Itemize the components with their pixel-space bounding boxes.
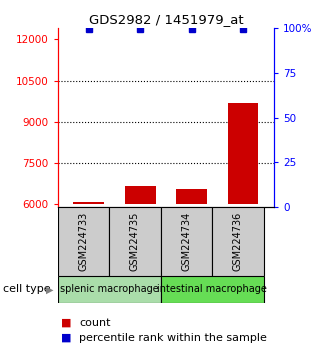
Text: ■: ■	[61, 318, 72, 328]
Bar	[212, 207, 264, 276]
Text: GSM224736: GSM224736	[233, 212, 243, 271]
Text: splenic macrophage: splenic macrophage	[60, 284, 159, 295]
Bar	[125, 187, 155, 204]
Bar	[58, 276, 161, 303]
Text: GSM224735: GSM224735	[130, 212, 140, 271]
Text: percentile rank within the sample: percentile rank within the sample	[79, 333, 267, 343]
Title: GDS2982 / 1451979_at: GDS2982 / 1451979_at	[88, 13, 243, 26]
Bar	[176, 189, 207, 204]
Bar	[58, 207, 109, 276]
Text: count: count	[79, 318, 111, 328]
Bar	[228, 103, 258, 204]
Text: GSM224733: GSM224733	[79, 212, 88, 271]
Bar	[161, 276, 264, 303]
Bar	[73, 201, 104, 204]
Text: GSM224734: GSM224734	[182, 212, 191, 271]
Bar	[161, 207, 212, 276]
Text: ▶: ▶	[46, 284, 53, 295]
Text: ■: ■	[61, 333, 72, 343]
Text: cell type: cell type	[3, 284, 51, 295]
Text: intestinal macrophage: intestinal macrophage	[157, 284, 267, 295]
Bar	[109, 207, 161, 276]
